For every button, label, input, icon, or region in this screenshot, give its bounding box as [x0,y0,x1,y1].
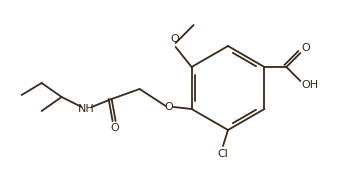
Text: O: O [170,34,179,44]
Text: O: O [301,43,310,53]
Text: O: O [110,123,119,133]
Text: NH: NH [78,104,95,114]
Text: Cl: Cl [218,149,228,159]
Text: OH: OH [302,80,319,90]
Text: O: O [164,102,173,112]
